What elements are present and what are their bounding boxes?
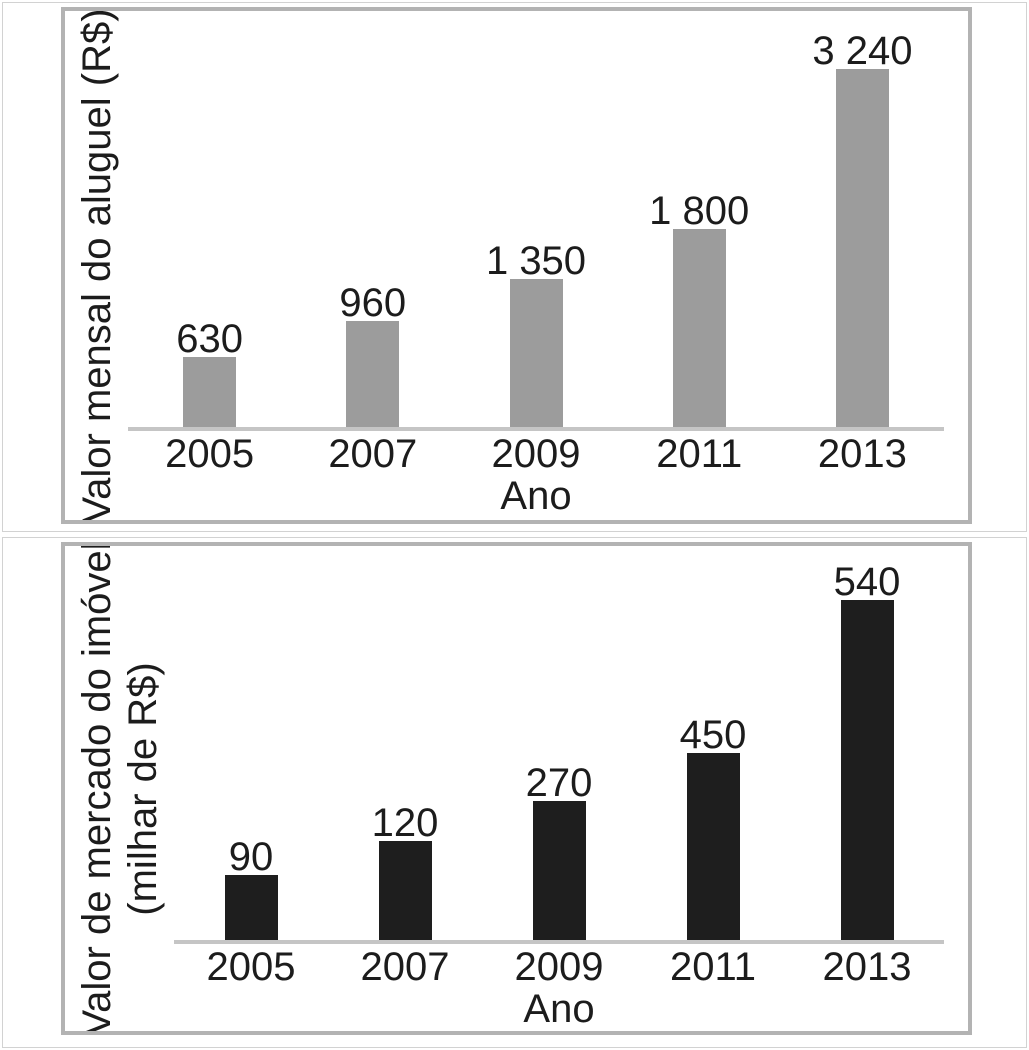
bar-slot-2011: 450 <box>636 715 790 940</box>
x-tick-2007: 2007 <box>360 945 450 989</box>
rent-bar-2009 <box>509 279 563 427</box>
rent-chart-panel: Valor mensal do aluguel (R$) 630 960 1 3… <box>61 7 972 524</box>
property-chart-area: 90 120 270 450 <box>174 546 968 1031</box>
x-tick-2013: 2013 <box>822 945 912 989</box>
bar-slot-2011: 1 800 <box>618 191 781 427</box>
x-tick-2013: 2013 <box>817 432 907 476</box>
x-tick-2005: 2005 <box>165 432 255 476</box>
rent-bar-2011 <box>672 229 726 427</box>
property-y-axis-title-line1: Valor de mercado do imóvel <box>74 542 119 1035</box>
property-y-axis-title: Valor de mercado do imóvel (milhar de R$… <box>65 546 174 1031</box>
bar-value-label: 270 <box>525 761 593 805</box>
property-bar-2013 <box>840 600 894 940</box>
x-tick-2011: 2011 <box>669 945 756 989</box>
x-tick-2009: 2009 <box>491 432 581 476</box>
x-tick-2011: 2011 <box>656 432 743 476</box>
bar-slot-2013: 3 240 <box>781 31 944 427</box>
bar-value-label: 540 <box>833 560 901 604</box>
rent-plot-area: 630 960 1 350 1 800 <box>128 11 944 427</box>
bar-slot-2005: 90 <box>174 837 328 940</box>
x-tick-2007: 2007 <box>328 432 418 476</box>
rent-x-axis-title: Ano <box>500 474 572 518</box>
property-bar-2005 <box>224 875 278 940</box>
property-chart-panel: Valor de mercado do imóvel (milhar de R$… <box>61 542 972 1035</box>
property-plot-area: 90 120 270 450 <box>174 546 944 940</box>
bar-value-label: 1 800 <box>649 189 750 233</box>
property-x-tick-row: 2005 2007 2009 2011 2013 <box>174 946 944 988</box>
bar-slot-2013: 540 <box>790 562 944 940</box>
property-bar-2011 <box>686 753 740 940</box>
property-x-axis-line <box>174 940 944 944</box>
x-tick-2005: 2005 <box>206 945 296 989</box>
property-y-axis-title-line2: (milhar de R$) <box>120 661 165 916</box>
bar-value-label: 120 <box>371 801 439 845</box>
property-x-axis-title: Ano <box>523 987 595 1031</box>
x-tick-2009: 2009 <box>514 945 604 989</box>
rent-x-axis-line <box>128 427 944 431</box>
rent-y-axis-title: Valor mensal do aluguel (R$) <box>65 11 128 520</box>
bar-value-label: 1 350 <box>485 239 587 283</box>
rent-bar-2005 <box>183 357 237 427</box>
bar-value-label: 3 240 <box>812 29 913 73</box>
rent-bar-2013 <box>835 69 889 427</box>
bar-value-label: 960 <box>339 281 407 325</box>
rent-chart-figure: Valor mensal do aluguel (R$) 630 960 1 3… <box>2 2 1027 532</box>
bar-value-label: 630 <box>176 317 243 361</box>
bar-value-label: 450 <box>679 713 747 757</box>
bar-slot-2005: 630 <box>128 319 291 427</box>
property-chart-figure: Valor de mercado do imóvel (milhar de R$… <box>2 537 1027 1048</box>
rent-bar-2007 <box>346 321 400 427</box>
bar-slot-2009: 270 <box>482 763 636 940</box>
bar-slot-2007: 120 <box>328 803 482 940</box>
property-bar-2009 <box>532 801 586 940</box>
rent-chart-area: 630 960 1 350 1 800 <box>128 11 968 520</box>
rent-x-tick-row: 2005 2007 2009 2011 2013 <box>128 433 944 475</box>
property-bar-2007 <box>378 841 432 940</box>
bar-value-label: 90 <box>228 835 274 879</box>
bar-slot-2007: 960 <box>291 283 454 427</box>
rent-y-axis-title-line: Valor mensal do aluguel (R$) <box>74 7 119 524</box>
bar-slot-2009: 1 350 <box>454 241 617 427</box>
